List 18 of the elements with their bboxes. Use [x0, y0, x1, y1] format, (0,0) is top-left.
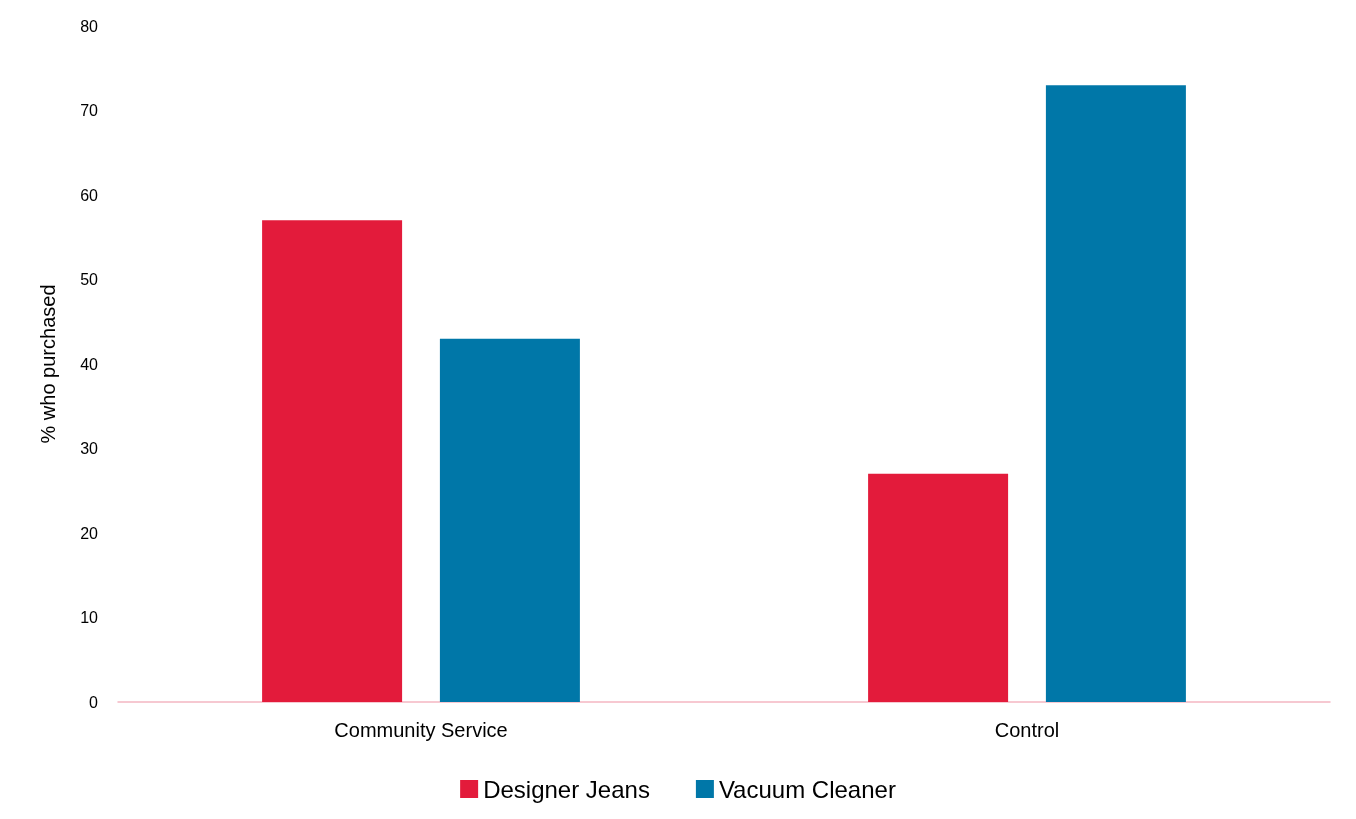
bar	[1045, 85, 1186, 702]
y-tick-label: 50	[80, 271, 99, 288]
y-tick-label: 30	[80, 440, 99, 457]
x-tick-label: Community Service	[334, 719, 508, 741]
y-tick-label: 0	[89, 693, 99, 711]
y-tick-label: 80	[80, 17, 99, 35]
bar	[262, 220, 403, 702]
y-tick-label: 20	[80, 524, 99, 542]
legend-label: Vacuum Cleaner	[718, 775, 896, 803]
y-tick-label: 40	[80, 355, 99, 373]
y-tick-label: 70	[80, 102, 99, 119]
y-axis-title: % who purchased	[37, 284, 59, 444]
legend-label: Designer Jeans	[483, 775, 650, 803]
x-tick-label: Control	[994, 719, 1060, 741]
y-tick-label: 10	[80, 609, 99, 626]
y-tick-label: 60	[80, 186, 99, 204]
bar	[868, 473, 1009, 702]
bar	[439, 338, 580, 702]
